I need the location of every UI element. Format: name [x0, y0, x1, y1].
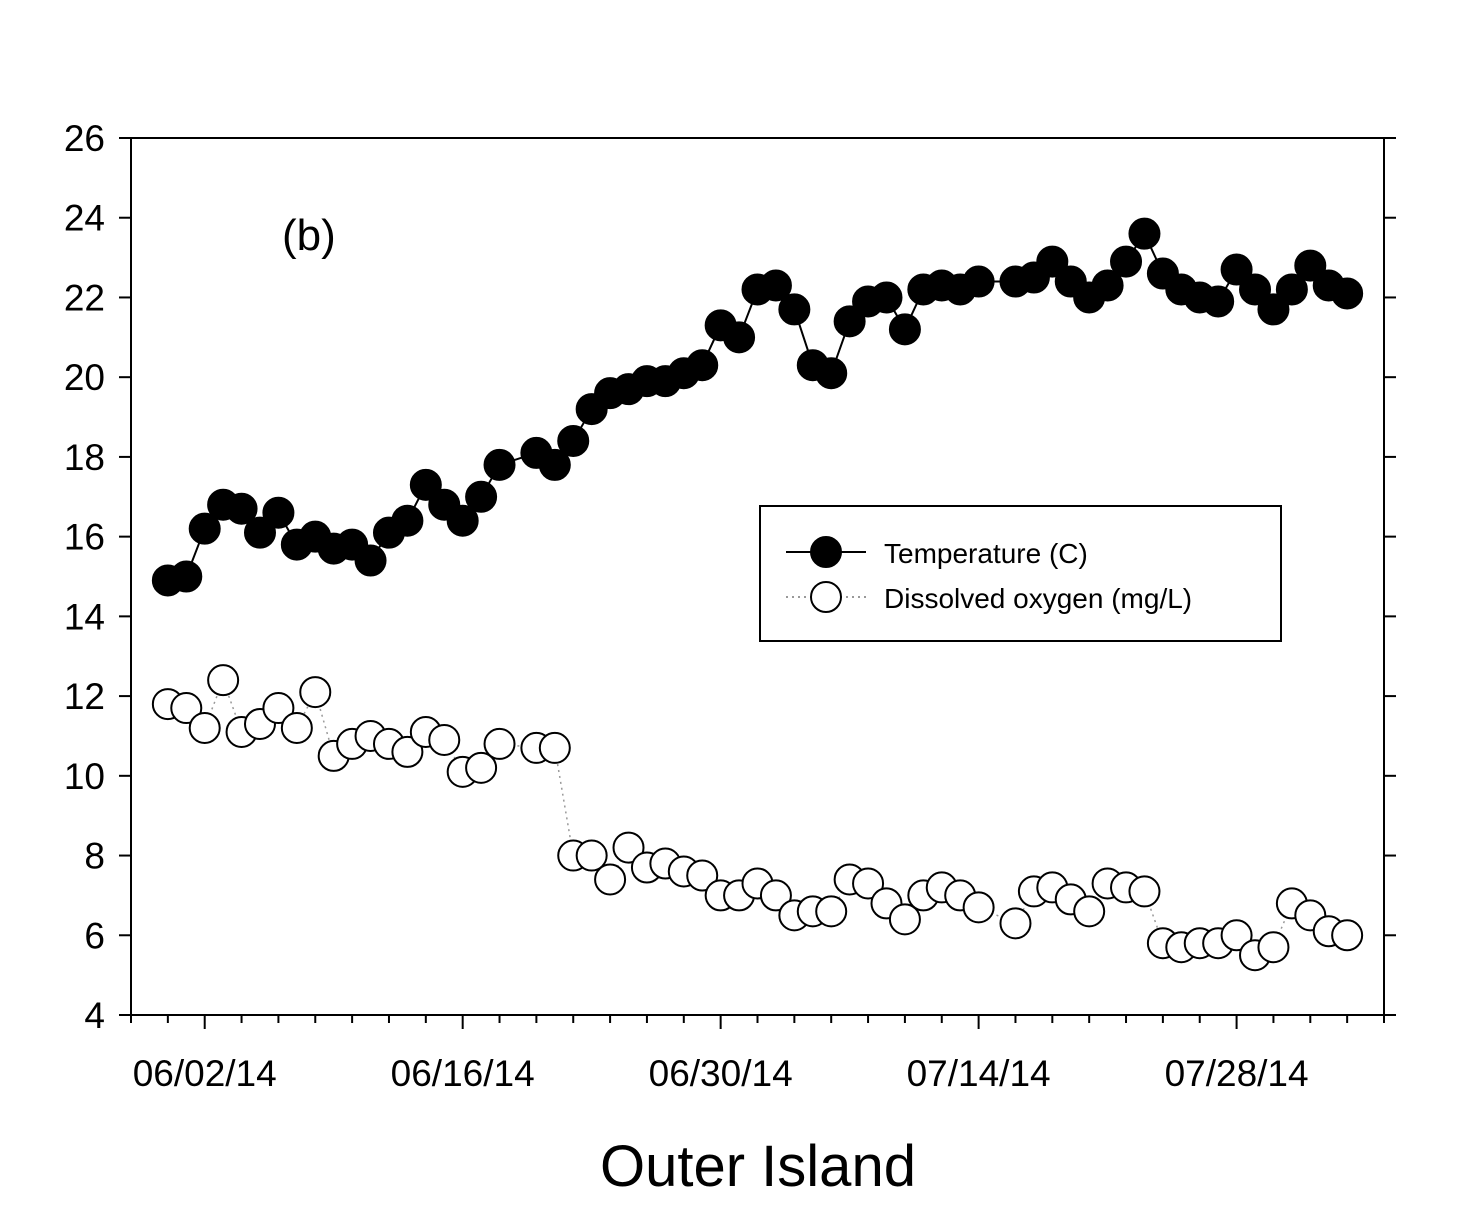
temperature-point: [759, 269, 792, 302]
oxygen-point: [262, 692, 295, 725]
temperature-point: [465, 480, 498, 513]
oxygen-point: [686, 859, 719, 892]
oxygen-point: [538, 731, 571, 764]
oxygen-point: [428, 723, 461, 756]
y-tick-label: 18: [64, 437, 105, 478]
oxygen-point: [1331, 919, 1364, 952]
temperature-point: [778, 293, 811, 326]
temperature-point: [1257, 293, 1290, 326]
x-tick-label: 06/16/14: [391, 1053, 535, 1094]
temperature-point: [833, 305, 866, 338]
temperature-point: [962, 265, 995, 298]
temperature-point: [409, 468, 442, 501]
temperature-point: [243, 516, 276, 549]
temperature-point: [1110, 245, 1143, 278]
legend-oxygen-label: Dissolved oxygen (mg/L): [884, 583, 1192, 614]
temperature-point: [1275, 273, 1308, 306]
oxygen-point: [888, 903, 921, 936]
y-tick-label: 6: [84, 915, 105, 956]
legend-temperature-label: Temperature (C): [884, 538, 1088, 569]
legend-oxygen-marker: [810, 581, 842, 613]
x-tick-label: 06/30/14: [649, 1053, 793, 1094]
temperature-point: [446, 504, 479, 537]
temperature-point: [262, 496, 295, 529]
y-tick-label: 8: [84, 836, 105, 877]
oxygen-point: [299, 676, 332, 709]
temperature-point: [1036, 245, 1069, 278]
temperature-point: [815, 357, 848, 390]
oxygen-point: [575, 839, 608, 872]
oxygen-point: [815, 895, 848, 928]
temperature-point: [225, 492, 258, 525]
oxygen-point: [852, 867, 885, 900]
temperature-point: [1128, 217, 1161, 250]
temperature-point: [870, 281, 903, 314]
y-tick-label: 22: [64, 277, 105, 318]
temperature-point: [686, 349, 719, 382]
y-tick-label: 10: [64, 756, 105, 797]
oxygen-point: [1257, 931, 1290, 964]
oxygen-point: [465, 751, 498, 784]
oxygen-point: [188, 711, 221, 744]
temperature-point: [483, 448, 516, 481]
legend-box: [759, 505, 1282, 642]
temperature-point: [557, 424, 590, 457]
legend-temperature-marker: [810, 536, 842, 568]
temperature-point: [1239, 273, 1272, 306]
x-tick-label: 06/02/14: [133, 1053, 277, 1094]
y-tick-label: 14: [64, 596, 105, 637]
oxygen-point: [612, 831, 645, 864]
y-tick-label: 20: [64, 357, 105, 398]
oxygen-point: [483, 727, 516, 760]
oxygen-point: [1073, 895, 1106, 928]
x-tick-label: 07/14/14: [907, 1053, 1051, 1094]
temperature-point: [188, 512, 221, 545]
temperature-point: [538, 448, 571, 481]
series-dissolved-oxygen: [151, 664, 1364, 972]
y-tick-label: 26: [64, 118, 105, 159]
oxygen-point: [391, 735, 424, 768]
temperature-point: [1331, 277, 1364, 310]
oxygen-point: [1220, 919, 1253, 952]
y-tick-label: 16: [64, 517, 105, 558]
oxygen-point: [207, 664, 240, 697]
temperature-point: [1220, 253, 1253, 286]
x-axis: 06/02/14 06/16/14 06/30/14 07/14/14 07/28/14: [130, 1015, 1385, 1094]
temperature-point: [888, 313, 921, 346]
temperature-point: [1294, 249, 1327, 282]
temperature-point: [391, 504, 424, 537]
y-tick-label: 4: [84, 995, 105, 1036]
oxygen-point: [594, 863, 627, 896]
oxygen-point: [170, 692, 203, 725]
temperature-point: [1202, 285, 1235, 318]
oxygen-point: [1128, 875, 1161, 908]
oxygen-point: [999, 907, 1032, 940]
panel-label: (b): [282, 211, 336, 260]
legend: Temperature (C) Dissolved oxygen (mg/L): [759, 505, 1282, 642]
y-tick-label: 24: [64, 198, 105, 239]
oxygen-point: [759, 879, 792, 912]
temperature-point: [170, 560, 203, 593]
y-axis: 4 6 8 10 12 14 16 18 20 22 24 26: [64, 118, 1396, 1036]
temperature-point: [723, 321, 756, 354]
x-tick-label: 07/28/14: [1165, 1053, 1309, 1094]
y-tick-label: 12: [64, 676, 105, 717]
temperature-point: [354, 544, 387, 577]
series-temperature: [151, 217, 1364, 597]
temperature-point: [1091, 269, 1124, 302]
oxygen-point: [962, 891, 995, 924]
oxygen-point: [280, 711, 313, 744]
x-axis-title: Outer Island: [600, 1134, 916, 1199]
